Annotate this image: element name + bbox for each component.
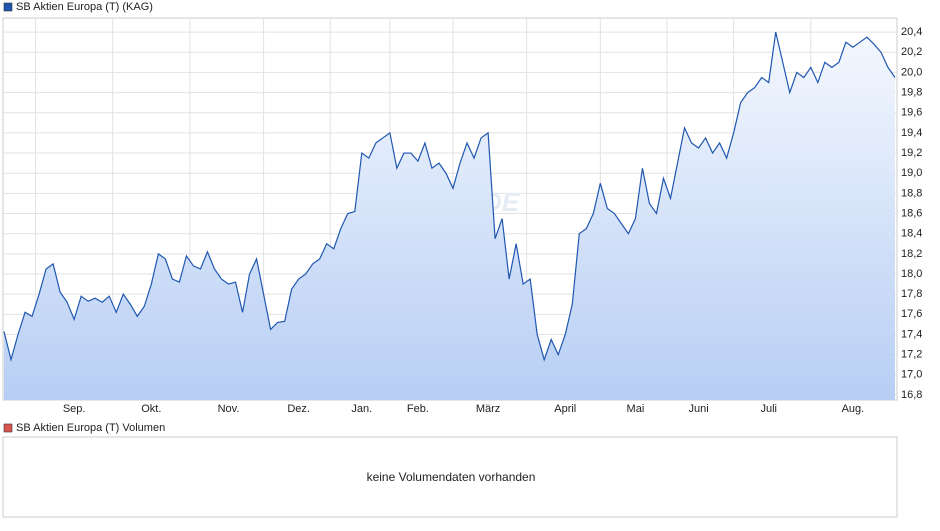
legend-label: SB Aktien Europa (T) Volumen (16, 422, 165, 434)
legend-swatch (3, 423, 13, 433)
volume-frame (2, 436, 898, 518)
x-tick-label: April (554, 403, 576, 415)
y-tick-label: 17,0 (901, 369, 922, 381)
y-tick-label: 20,2 (901, 46, 922, 58)
y-tick-label: 18,6 (901, 207, 922, 219)
x-tick-label: Mai (627, 403, 645, 415)
x-tick-label: Juli (760, 403, 777, 415)
x-tick-label: März (476, 403, 500, 415)
y-tick-label: 19,0 (901, 167, 922, 179)
y-tick-label: 17,2 (901, 349, 922, 361)
x-tick-label: Nov. (218, 403, 240, 415)
y-tick-label: 16,8 (901, 389, 922, 401)
y-tick-label: 19,6 (901, 107, 922, 119)
volume-message: keine Volumendaten vorhanden (367, 470, 536, 484)
y-tick-label: 18,0 (901, 268, 922, 280)
legend-swatch (3, 2, 13, 12)
line (3, 31, 896, 363)
x-tick-label: Sep. (63, 403, 86, 415)
y-tick-label: 19,2 (901, 147, 922, 159)
y-tick-label: 20,0 (901, 66, 922, 78)
y-tick-label: 17,8 (901, 288, 922, 300)
area-fill (4, 32, 895, 401)
y-tick-label: 19,4 (901, 127, 922, 139)
x-tick-label: Jan. (351, 403, 372, 415)
x-tick-label: Feb. (407, 403, 429, 415)
y-tick-label: 17,6 (901, 308, 922, 320)
y-tick-label: 18,8 (901, 187, 922, 199)
y-tick-label: 19,8 (901, 86, 922, 98)
y-tick-label: 20,4 (901, 26, 922, 38)
x-tick-label: Aug. (842, 403, 865, 415)
y-tick-label: 17,4 (901, 328, 922, 340)
y-tick-label: 18,4 (901, 228, 922, 240)
x-tick-label: Juni (688, 403, 708, 415)
x-tick-label: Okt. (141, 403, 161, 415)
legend-label: SB Aktien Europa (T) (KAG) (16, 1, 153, 13)
y-tick-label: 18,2 (901, 248, 922, 260)
x-tick-label: Dez. (287, 403, 310, 415)
